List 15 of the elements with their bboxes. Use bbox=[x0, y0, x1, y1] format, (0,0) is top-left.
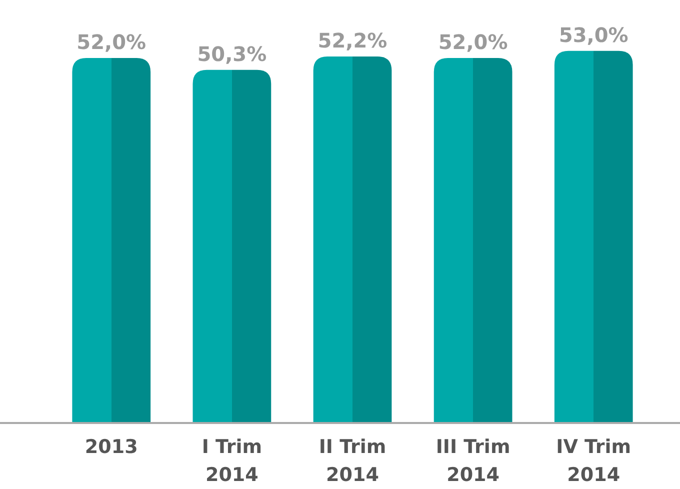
bar bbox=[313, 56, 392, 423]
x-tick-label: II Trim 2014 bbox=[318, 436, 386, 486]
bar bbox=[192, 70, 272, 423]
x-tick-label: 2013 bbox=[84, 436, 138, 458]
x-tick-label: IV Trim 2014 bbox=[556, 436, 632, 486]
data-label: 52,2% bbox=[318, 28, 388, 53]
data-label: 52,0% bbox=[76, 30, 146, 54]
bar bbox=[554, 50, 633, 423]
data-label: 53,0% bbox=[558, 22, 628, 47]
data-label: 52,0% bbox=[438, 30, 508, 54]
bar bbox=[72, 58, 151, 423]
data-label: 50,3% bbox=[197, 42, 267, 66]
x-tick-label: III Trim 2014 bbox=[436, 436, 510, 486]
bar bbox=[434, 58, 512, 423]
x-tick-label: I Trim 2014 bbox=[202, 436, 262, 486]
